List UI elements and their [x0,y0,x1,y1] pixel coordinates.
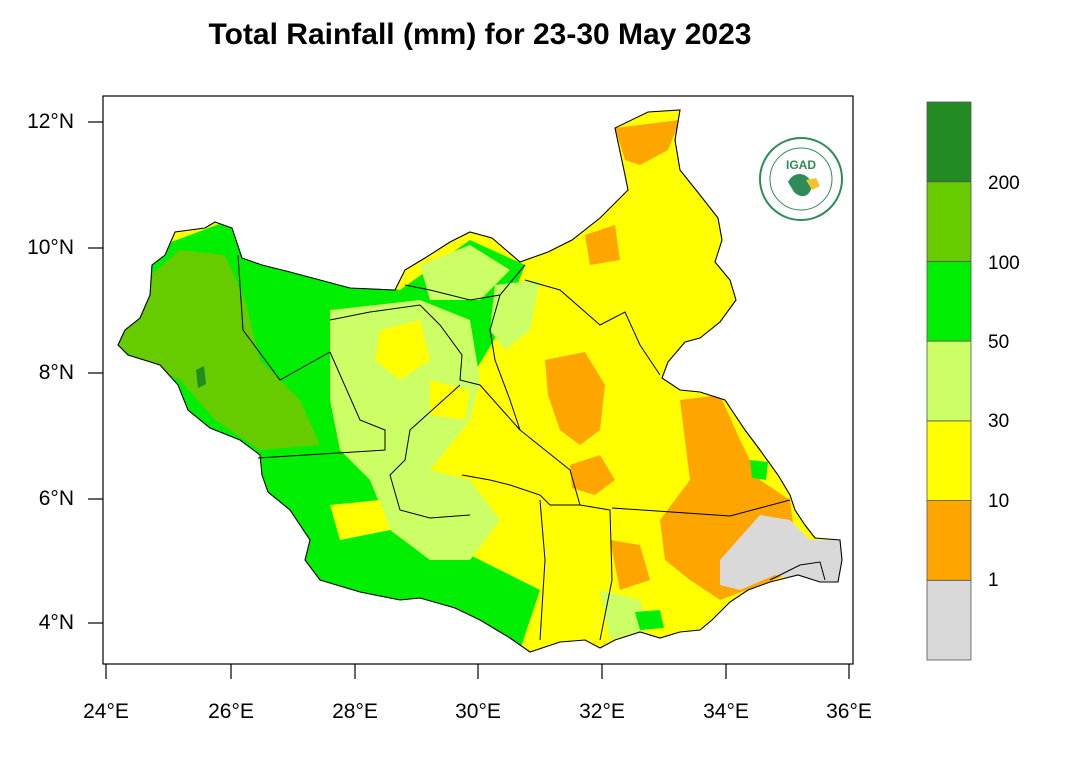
legend-break-label: 200 [988,173,1020,194]
lon-label: 30°E [455,700,501,723]
legend-swatch [926,101,972,183]
legend-colorbar [926,101,972,661]
lat-label: 8°N [38,361,74,384]
igad-logo-icon: IGAD [759,137,843,221]
lon-label: 28°E [332,700,378,723]
legend-swatch [926,579,972,661]
lon-label: 24°E [83,700,129,723]
lon-label: 36°E [826,700,872,723]
legend-break-label: 30 [988,411,1010,432]
legend-swatch [926,261,972,342]
legend-swatch [926,420,972,501]
logo-text: IGAD [786,158,816,172]
lat-label: 12°N [27,110,74,133]
legend-break-label: 1 [988,570,999,591]
legend-break-label: 10 [988,491,1010,512]
lat-label: 4°N [38,611,74,634]
south-sudan-rainfall-field [117,109,843,653]
axis-ticks [88,121,850,679]
lon-label: 34°E [703,700,749,723]
legend-swatch [926,500,972,581]
legend-break-label: 100 [988,253,1020,274]
legend-swatch [926,181,972,262]
lat-label: 6°N [38,487,74,510]
lon-label: 32°E [579,700,625,723]
legend-swatch [926,340,972,422]
map-title: Total Rainfall (mm) for 23-30 May 2023 [208,18,752,51]
country-border [117,109,843,653]
legend-break-label: 50 [988,332,1010,353]
lon-label: 26°E [208,700,254,723]
state-boundaries [237,254,826,641]
lat-label: 10°N [27,236,74,259]
